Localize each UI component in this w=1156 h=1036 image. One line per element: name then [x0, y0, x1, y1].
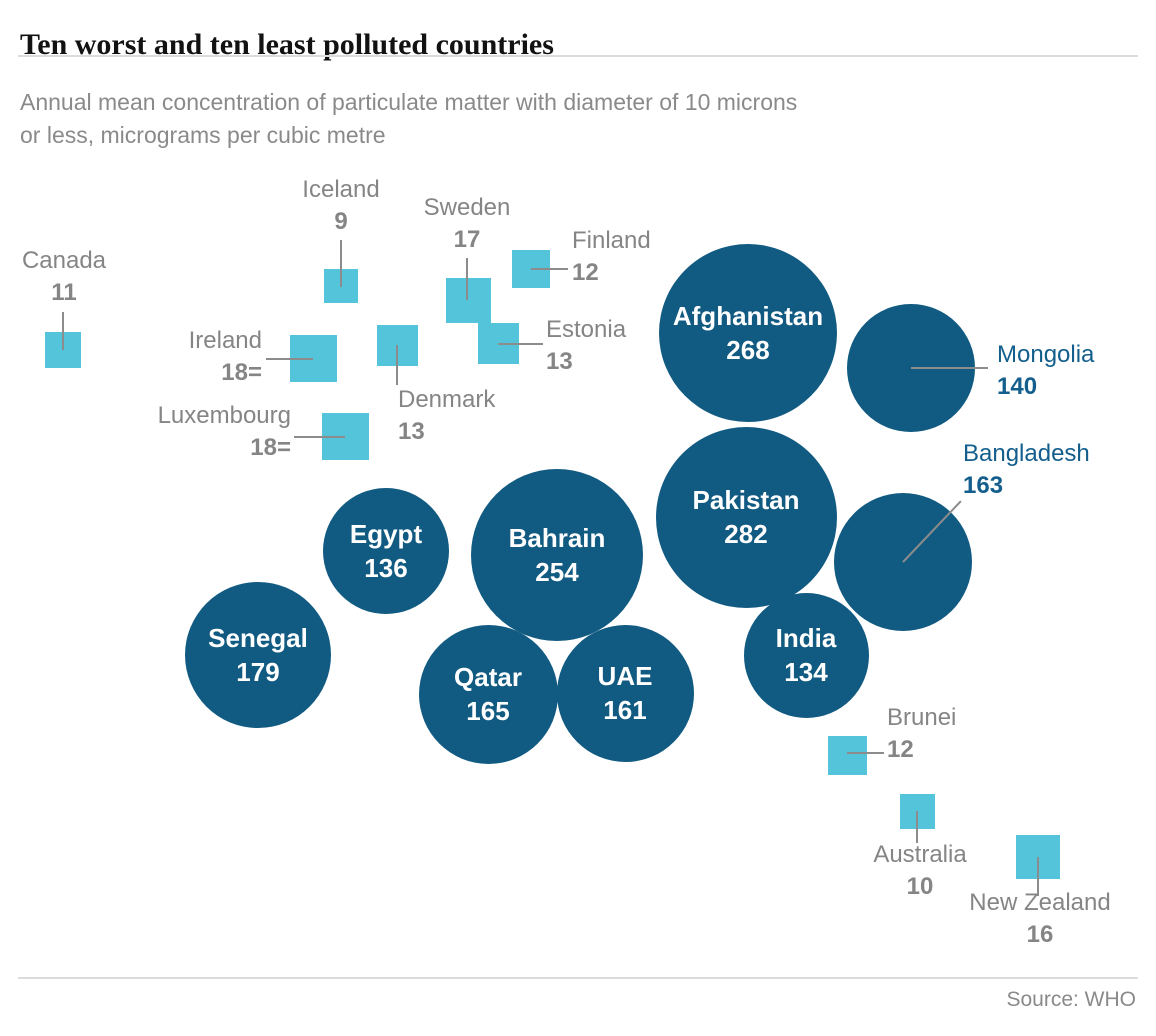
- label-country-text: Finland: [572, 227, 651, 254]
- label-value-text: 18=: [250, 434, 291, 461]
- label-value-text: 9: [334, 208, 348, 235]
- label-finland: Finland 12: [572, 225, 651, 289]
- label-mongolia: Mongolia 140: [997, 339, 1094, 403]
- label-country-text: Australia: [873, 841, 967, 868]
- label-value-text: 140: [997, 373, 1038, 400]
- connector-denmark: [396, 345, 398, 385]
- label-new-zealand: New Zealand 16: [969, 887, 1110, 951]
- label-country-text: Canada: [21, 247, 107, 274]
- bubble-country-label: Qatar: [454, 662, 522, 692]
- label-value-text: 163: [963, 472, 1004, 499]
- bubble-value-label: 179: [236, 657, 280, 687]
- connector-ireland: [266, 358, 313, 360]
- bubble-value-label: 136: [364, 553, 408, 583]
- bubble-country-label: Bahrain: [508, 523, 606, 553]
- label-value-text: 12: [887, 736, 914, 763]
- bubble-afghanistan: Afghanistan 268: [659, 244, 837, 422]
- label-value-text: 17: [453, 226, 481, 253]
- bubble-value-label: 165: [466, 696, 510, 726]
- bubble-senegal: Senegal 179: [185, 582, 331, 728]
- label-value-text: 12: [572, 259, 599, 286]
- connector-luxembourg: [294, 436, 345, 438]
- label-luxembourg: Luxembourg 18=: [158, 400, 291, 464]
- bubble-country-label: UAE: [597, 661, 653, 691]
- label-value-text: 16: [1026, 921, 1054, 948]
- subtitle-line-2: or less, micrograms per cubic metre: [20, 122, 386, 148]
- bubble-value-label: 134: [784, 657, 828, 687]
- label-australia: Australia 10: [873, 839, 966, 903]
- connector-estonia: [498, 343, 543, 345]
- bubble-qatar: Qatar 165: [418, 624, 558, 764]
- label-bangladesh: Bangladesh 163: [963, 438, 1090, 502]
- header-divider: [18, 55, 1138, 57]
- connector-sweden: [466, 258, 468, 300]
- bubble-country-label: Egypt: [349, 519, 423, 549]
- label-country-text: Sweden: [423, 194, 511, 221]
- bubble-egypt: Egypt 136: [323, 488, 449, 614]
- label-country-text: Iceland: [302, 176, 380, 203]
- label-country-text: Ireland: [188, 327, 262, 354]
- bubble-bahrain: Bahrain 254: [471, 469, 643, 641]
- label-sweden: Sweden 17: [424, 192, 511, 256]
- footer-divider: [18, 977, 1138, 979]
- page-title: Ten worst and ten least polluted countri…: [20, 28, 554, 62]
- square-sweden: [445, 277, 491, 323]
- connector-finland: [531, 268, 568, 270]
- label-value-text: 10: [906, 873, 934, 900]
- label-canada: Canada 11: [22, 245, 106, 309]
- label-iceland: Iceland 9: [302, 174, 379, 238]
- label-country-text: Denmark: [398, 386, 496, 413]
- bubble-value-label: 161: [603, 695, 647, 725]
- connector-mongolia: [911, 367, 988, 369]
- label-denmark: Denmark 13: [398, 384, 495, 448]
- connector-canada: [62, 312, 64, 350]
- bubble-pakistan: Pakistan 282: [655, 426, 837, 608]
- label-country-text: Mongolia: [997, 341, 1095, 368]
- bubble-country-label: Senegal: [208, 623, 308, 653]
- label-value-text: 13: [546, 348, 573, 375]
- label-country-text: Estonia: [546, 316, 627, 343]
- connector-iceland: [340, 240, 342, 287]
- label-ireland: Ireland 18=: [189, 325, 262, 389]
- bubble-country-label: India: [775, 623, 837, 653]
- subtitle-line-1: Annual mean concentration of particulate…: [20, 89, 798, 115]
- bubble-value-label: 268: [726, 335, 770, 365]
- chart-subtitle: Annual mean concentration of particulate…: [20, 86, 1020, 152]
- source-credit: Source: WHO: [1006, 988, 1136, 1011]
- label-country-text: Luxembourg: [157, 402, 291, 429]
- bubble-value-label: 282: [724, 519, 768, 549]
- label-brunei: Brunei 12: [887, 702, 956, 766]
- bubble-uae: UAE 161: [556, 624, 694, 762]
- bubble-country-label: Afghanistan: [672, 301, 824, 331]
- label-value-text: 11: [51, 279, 77, 306]
- bubble-india: India 134: [743, 592, 869, 718]
- bubble-value-label: 254: [535, 557, 579, 587]
- square-brunei: [827, 735, 867, 775]
- label-value-text: 18=: [221, 359, 262, 386]
- label-country-text: Bangladesh: [963, 440, 1090, 467]
- bubble-country-label: Pakistan: [692, 485, 800, 515]
- label-estonia: Estonia 13: [546, 314, 626, 378]
- connector-brunei: [847, 752, 884, 754]
- label-value-text: 13: [398, 418, 425, 445]
- label-country-text: New Zealand: [969, 889, 1111, 916]
- label-country-text: Brunei: [887, 704, 957, 731]
